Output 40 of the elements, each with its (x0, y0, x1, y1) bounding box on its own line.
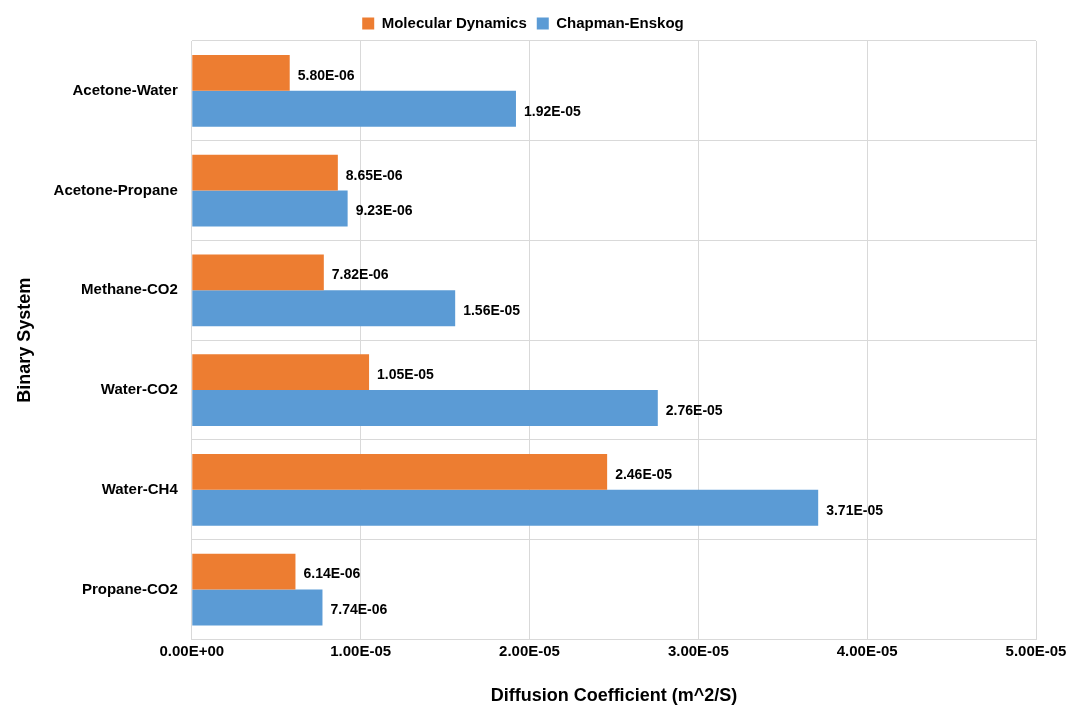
y-tick-label: Methane-CO2 (81, 280, 178, 298)
data-label: 2.76E-05 (665, 401, 723, 418)
bar (192, 453, 608, 490)
bar (192, 154, 338, 191)
data-label: 1.05E-05 (377, 365, 435, 382)
y-tick-label: Water-CO2 (100, 380, 178, 398)
bar (192, 290, 456, 327)
bar (192, 354, 370, 391)
y-axis-title: Binary System (13, 277, 34, 403)
data-label: 9.23E-06 (355, 202, 413, 219)
x-axis-title: Diffusion Coefficient (m^2/S) (490, 685, 738, 706)
data-label: 5.80E-06 (297, 66, 355, 83)
bar (192, 54, 290, 91)
bar (192, 90, 516, 127)
data-label: 1.56E-05 (463, 302, 521, 319)
data-label: 1.92E-05 (523, 102, 581, 119)
bar (192, 190, 348, 227)
legend-label: Molecular Dynamics (381, 13, 527, 31)
data-label: 2.46E-05 (615, 465, 673, 482)
data-label: 7.82E-06 (331, 266, 389, 283)
bar (192, 390, 658, 426)
data-label: 6.14E-06 (303, 565, 361, 582)
x-tick-label: 3.00E-05 (667, 641, 729, 659)
x-tick-label: 0.00E+00 (159, 641, 225, 659)
y-tick-label: Acetone-Water (72, 81, 178, 99)
y-tick-label: Water-CH4 (101, 479, 179, 497)
data-label: 8.65E-06 (345, 166, 403, 183)
legend-label: Chapman-Enskog (556, 13, 684, 31)
x-tick-label: 2.00E-05 (499, 641, 560, 659)
data-label: 3.71E-05 (826, 501, 884, 518)
bar (192, 553, 296, 590)
y-tick-label: Acetone-Propane (53, 180, 178, 198)
bar (192, 589, 323, 626)
data-label: 7.74E-06 (330, 601, 388, 618)
x-tick-label: 1.00E-05 (330, 641, 392, 659)
x-tick-label: 4.00E-05 (836, 641, 898, 659)
bar (192, 254, 324, 291)
bar (192, 489, 819, 526)
y-tick-label: Propane-CO2 (81, 579, 178, 597)
x-tick-label: 5.00E-05 (1005, 641, 1067, 659)
